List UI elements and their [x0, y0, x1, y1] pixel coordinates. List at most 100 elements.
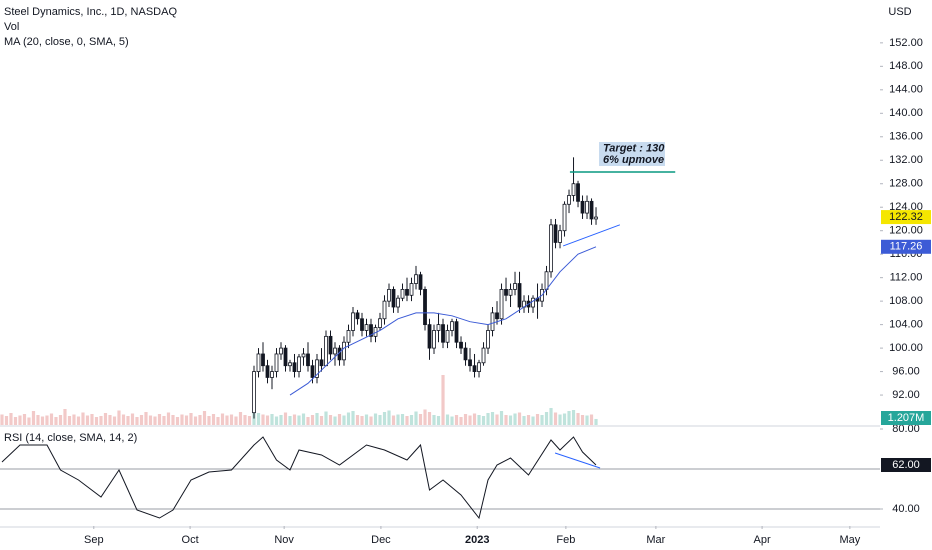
volume-bar — [522, 416, 526, 425]
volume-bar — [157, 414, 162, 425]
volume-bar — [117, 410, 121, 425]
candle-body — [279, 347, 283, 355]
x-tick-label: Apr — [754, 534, 771, 546]
candle-body — [270, 371, 274, 378]
volume-bar — [477, 415, 481, 425]
volume-bar — [202, 411, 207, 425]
trendline — [563, 224, 621, 247]
volume-bar — [580, 415, 585, 425]
volume-bar — [526, 415, 531, 425]
x-tick-label: May — [839, 534, 860, 546]
candle-body — [567, 195, 571, 205]
volume-bar — [63, 409, 67, 425]
candle-body — [531, 297, 535, 308]
volume-bar — [211, 414, 216, 425]
volume-bar — [576, 413, 580, 425]
volume-bar — [153, 416, 157, 425]
candle-body — [585, 200, 589, 214]
volume-bar — [549, 408, 553, 425]
volume-bar — [387, 410, 391, 425]
volume-bar — [72, 414, 76, 425]
candle-body — [477, 362, 481, 372]
last-ma-box — [881, 239, 931, 254]
volume-bar — [58, 415, 63, 425]
volume-bar — [450, 416, 454, 425]
candle-body — [378, 318, 382, 328]
last-rsi-box — [881, 458, 931, 472]
candle-body — [252, 371, 256, 414]
volume-bar — [418, 414, 423, 425]
volume-bar — [405, 416, 409, 425]
volume-bar — [85, 415, 90, 425]
volume-bar — [486, 413, 490, 425]
volume-bar — [40, 416, 45, 425]
volume-legend: Vol — [4, 21, 19, 33]
candle-body — [315, 359, 319, 378]
volume-bar — [562, 413, 567, 425]
volume-bar — [144, 412, 148, 425]
volume-bar — [472, 413, 477, 425]
candle-body — [472, 365, 477, 372]
candle-body — [292, 362, 297, 372]
volume-bar — [328, 415, 333, 425]
candle-body — [580, 200, 585, 214]
candle-body — [364, 324, 369, 331]
rsi-line — [1, 436, 597, 520]
y-tick-label: 148.00 — [889, 60, 923, 72]
candle-body — [301, 353, 306, 358]
volume-bar — [490, 412, 495, 425]
y-tick-label: 92.00 — [892, 389, 920, 401]
chart-title: Steel Dynamics, Inc., 1D, NASDAQ — [4, 6, 177, 18]
volume-bar — [373, 413, 378, 425]
volume-bar — [279, 415, 283, 425]
rsi-trendline — [554, 452, 601, 469]
x-tick-label: Nov — [274, 534, 294, 546]
rsi-y-tick-label: 40.00 — [892, 503, 920, 515]
volume-bar — [324, 411, 328, 425]
volume-bar — [558, 414, 562, 425]
candle-body — [459, 341, 463, 349]
y-tick-label: 132.00 — [889, 154, 923, 166]
y-tick-label: 104.00 — [889, 319, 923, 331]
volume-bar — [126, 416, 130, 425]
volume-bar — [31, 411, 36, 425]
candle-body — [400, 288, 405, 299]
volume-bar — [207, 416, 211, 425]
x-tick-label: Dec — [371, 534, 391, 546]
volume-bar — [54, 417, 58, 425]
volume-bar — [81, 412, 85, 425]
candle-body — [369, 324, 373, 337]
candle-body — [432, 330, 436, 349]
volume-bar — [531, 416, 535, 425]
candle-body — [468, 359, 472, 367]
volume-bar — [162, 416, 166, 425]
volume-bar — [225, 415, 229, 425]
candle-body — [450, 321, 454, 331]
volume-bar — [310, 415, 315, 425]
candle-body — [283, 347, 288, 367]
candle-body — [274, 353, 279, 372]
volume-bar — [175, 417, 180, 425]
candle-body — [481, 347, 486, 364]
volume-bar — [108, 415, 112, 425]
candle-body — [513, 283, 517, 290]
volume-bar — [112, 416, 117, 425]
candle-body — [414, 274, 418, 284]
candle-body — [508, 288, 513, 296]
y-tick-label: 100.00 — [889, 342, 923, 354]
volume-bar — [243, 415, 247, 425]
volume-bar — [589, 414, 594, 425]
last-volume-box — [881, 411, 931, 425]
last-price: 122.32 — [889, 211, 923, 223]
candle-body — [544, 271, 549, 290]
candle-body — [594, 216, 598, 220]
volume-bar — [445, 414, 450, 425]
volume-bar — [184, 415, 189, 425]
volume-bar — [342, 415, 346, 425]
candle-body — [490, 312, 495, 331]
x-tick-label: 2023 — [465, 534, 489, 546]
y-tick-label: 116.00 — [890, 248, 923, 260]
candle-body — [571, 183, 576, 196]
volume-bar — [36, 415, 40, 425]
candle-body — [351, 312, 355, 331]
